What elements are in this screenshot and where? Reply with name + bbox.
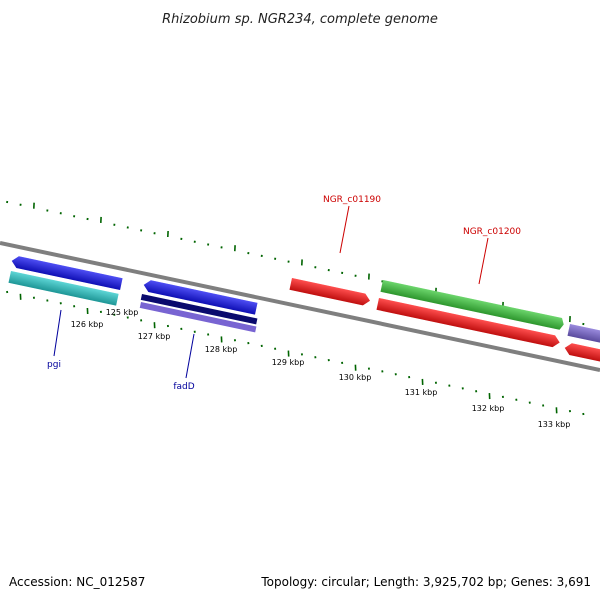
topology-text: Topology: circular; Length: 3,925,702 bp…	[260, 575, 591, 589]
gene-feature-fadD-reverse-1[interactable]	[140, 294, 258, 325]
genome-backbone	[0, 241, 600, 372]
scale-labels: 125 kbp 126 kbp 127 kbp 128 kbp 129 kbp …	[71, 308, 571, 429]
gene-feature-reverse-red[interactable]	[376, 298, 561, 348]
gene-feature-fadD-forward[interactable]	[143, 279, 258, 315]
gene-features	[8, 255, 600, 365]
inner-tick-ring	[6, 290, 585, 416]
leader-line-pgi	[53, 309, 62, 357]
gene-feature-fadD-reverse-2[interactable]	[139, 302, 257, 333]
gene-label-NGR_c01200[interactable]: NGR_c01200	[463, 227, 521, 237]
scale-label: 133 kbp	[538, 420, 571, 429]
gene-label-fadD[interactable]: fadD	[173, 382, 194, 392]
gene-feature-edge-forward[interactable]	[567, 324, 600, 345]
scale-label: 129 kbp	[272, 358, 305, 367]
leader-line-fadD	[185, 333, 195, 379]
scale-label: 131 kbp	[405, 388, 438, 397]
gene-labels: NGR_c01190 NGR_c01200 pgi fadD	[47, 195, 521, 392]
gene-label-pgi[interactable]: pgi	[47, 360, 61, 370]
gene-label-NGR_c01190[interactable]: NGR_c01190	[323, 195, 381, 205]
gene-feature-pgi-forward[interactable]	[11, 255, 123, 291]
leader-line-NGR_c01190	[339, 205, 350, 254]
accession-text: Accession: NC_012587	[9, 575, 145, 589]
scale-label: 126 kbp	[71, 320, 104, 329]
scale-label: 130 kbp	[339, 373, 372, 382]
leader-line-NGR_c01200	[478, 237, 489, 285]
scale-label: 127 kbp	[138, 332, 171, 341]
gene-feature-pgi-reverse[interactable]	[8, 271, 119, 306]
scale-label: 128 kbp	[205, 345, 238, 354]
gene-feature-NGR_c01200[interactable]	[380, 280, 565, 330]
map-title: Rhizobium sp. NGR234, complete genome	[162, 12, 438, 27]
gene-feature-NGR_c01190[interactable]	[289, 278, 372, 307]
scale-label: 125 kbp	[106, 308, 139, 317]
scale-label: 132 kbp	[472, 404, 505, 413]
gene-feature-edge-reverse[interactable]	[564, 342, 600, 365]
backbone-line	[0, 241, 600, 372]
